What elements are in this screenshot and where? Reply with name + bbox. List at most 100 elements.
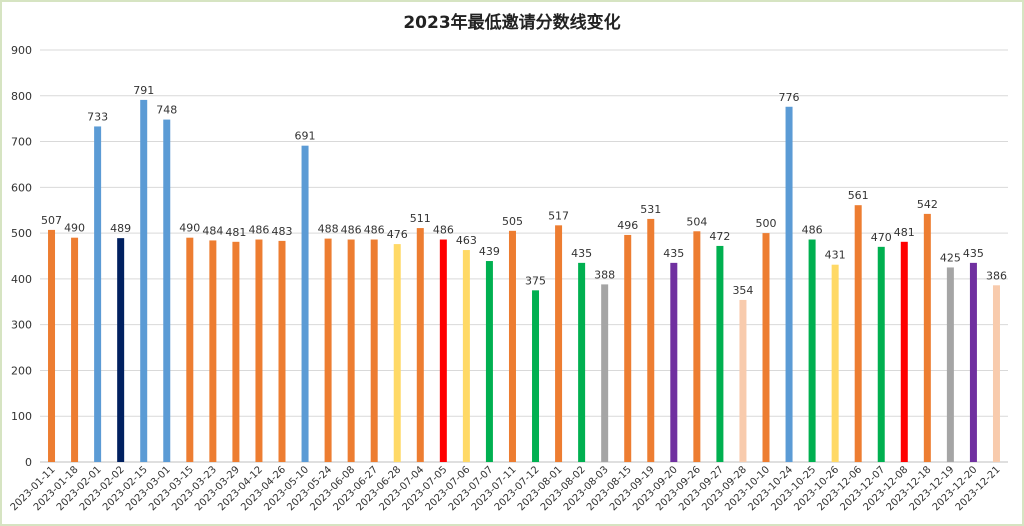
y-tick-label: 800 — [11, 90, 32, 103]
data-label: 375 — [525, 274, 546, 287]
data-label: 691 — [295, 130, 316, 143]
data-label: 386 — [986, 269, 1007, 282]
bar — [624, 234, 632, 462]
bar — [416, 228, 424, 462]
data-label: 489 — [110, 222, 131, 235]
y-tick-label: 500 — [11, 227, 32, 240]
data-label: 481 — [225, 226, 246, 239]
data-label: 435 — [571, 247, 592, 260]
y-tick-label: 100 — [11, 410, 32, 423]
y-tick-label: 400 — [11, 273, 32, 286]
chart-title: 2023年最低邀请分数线变化 — [403, 12, 620, 33]
bar — [854, 205, 862, 463]
data-label: 435 — [963, 247, 984, 260]
bar — [393, 244, 401, 462]
bar — [808, 239, 816, 462]
y-tick-label: 0 — [25, 456, 32, 469]
bar — [209, 240, 217, 462]
bar — [670, 262, 678, 462]
data-label: 500 — [756, 217, 777, 230]
y-tick-label: 600 — [11, 181, 32, 194]
data-label: 439 — [479, 245, 500, 258]
bar — [877, 246, 885, 462]
data-label: 490 — [179, 222, 200, 235]
y-tick-label: 300 — [11, 319, 32, 332]
bar — [900, 241, 908, 462]
data-label: 483 — [272, 225, 293, 238]
bar — [347, 239, 355, 462]
data-label: 470 — [871, 231, 892, 244]
data-label: 496 — [617, 219, 638, 232]
bar — [301, 145, 309, 463]
bar — [94, 126, 102, 463]
bar — [117, 238, 125, 462]
data-label: 484 — [202, 224, 223, 237]
data-label: 486 — [341, 224, 362, 237]
data-label: 504 — [686, 215, 707, 228]
bar — [716, 245, 724, 462]
bar — [255, 239, 263, 462]
x-axis-ticks: 2023-01-112023-01-182023-02-012023-02-02… — [9, 464, 1003, 513]
bar — [969, 262, 977, 462]
data-label: 531 — [640, 203, 661, 216]
bar — [601, 284, 609, 462]
bar — [555, 225, 563, 462]
bar — [186, 237, 194, 462]
bar — [439, 239, 447, 462]
data-label: 486 — [364, 224, 385, 237]
bar — [532, 290, 540, 462]
bars — [48, 99, 1000, 463]
data-label: 542 — [917, 198, 938, 211]
data-label: 507 — [41, 214, 62, 227]
data-label: 431 — [825, 249, 846, 262]
bar — [831, 264, 839, 462]
data-label: 490 — [64, 222, 85, 235]
bar — [739, 299, 747, 462]
data-label: 505 — [502, 215, 523, 228]
bar — [232, 241, 240, 462]
bar — [992, 285, 1000, 462]
data-label: 435 — [663, 247, 684, 260]
bar — [163, 119, 171, 463]
bar — [923, 213, 931, 462]
data-label: 354 — [732, 284, 753, 297]
bar — [946, 267, 954, 462]
bar — [693, 231, 701, 462]
y-axis-ticks: 0 100 200 300 400 500 600 700 800 900 — [11, 44, 32, 469]
y-tick-label: 700 — [11, 136, 32, 149]
bar — [508, 230, 516, 462]
bar — [71, 237, 79, 462]
gridlines — [40, 49, 1008, 463]
data-label: 488 — [318, 223, 339, 236]
bar — [462, 250, 470, 462]
bar — [370, 239, 378, 462]
data-label: 511 — [410, 212, 431, 225]
data-label: 486 — [433, 224, 454, 237]
data-label: 472 — [709, 230, 730, 243]
bar — [278, 240, 286, 462]
data-label: 388 — [594, 268, 615, 281]
bar — [324, 238, 332, 462]
data-label: 486 — [248, 224, 269, 237]
bar — [485, 261, 493, 462]
data-label: 476 — [387, 228, 408, 241]
data-label: 517 — [548, 209, 569, 222]
data-label: 561 — [848, 189, 869, 202]
bar — [48, 229, 56, 462]
bar — [762, 233, 770, 462]
data-label: 481 — [894, 226, 915, 239]
data-label: 748 — [156, 104, 177, 117]
data-label: 791 — [133, 84, 154, 97]
data-label: 425 — [940, 251, 961, 264]
y-tick-label: 900 — [11, 44, 32, 57]
bar — [140, 99, 148, 463]
y-tick-label: 200 — [11, 364, 32, 377]
data-label: 733 — [87, 110, 108, 123]
bar — [578, 262, 586, 462]
data-label: 463 — [456, 234, 477, 247]
bar — [647, 218, 655, 462]
bar — [785, 106, 793, 463]
data-label: 486 — [802, 224, 823, 237]
